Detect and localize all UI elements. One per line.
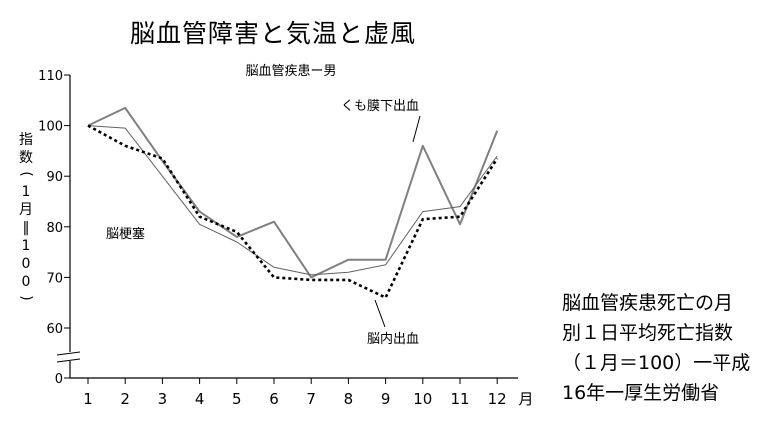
- y-axis-label-char: ‖: [23, 220, 30, 236]
- x-tick-label: 8: [344, 390, 354, 408]
- x-tick-label: 2: [120, 390, 130, 408]
- series-label-leader: [374, 299, 386, 328]
- x-tick-label: 3: [158, 390, 168, 408]
- y-tick-label: 100: [38, 120, 63, 135]
- series-line: [87, 106, 499, 279]
- y-tick-label: 80: [46, 221, 63, 236]
- y-tick-label: 60: [46, 322, 63, 337]
- series-line: [87, 125, 498, 276]
- series-label: 脳内出血: [367, 331, 419, 347]
- note-line-4: 16年一厚生労働省: [562, 382, 720, 404]
- y-tick-label: 110: [38, 69, 63, 84]
- y-axis-label-char: 0: [22, 256, 31, 272]
- y-tick-label: 0: [55, 372, 63, 387]
- x-unit-label: 月: [518, 390, 533, 408]
- series-label: 脳梗塞: [106, 226, 145, 242]
- y-axis-label-char: (: [18, 171, 34, 176]
- y-axis-label-char: 数: [19, 150, 33, 166]
- x-tick-label: 11: [450, 390, 469, 408]
- note-line-2: 別１日平均死亡指数: [562, 322, 734, 344]
- x-tick-label: 12: [488, 390, 507, 408]
- chart-title: 脳血管疾患ー男: [245, 64, 336, 79]
- y-axis-label-char: ): [18, 295, 34, 300]
- y-axis-label-char: 0: [22, 274, 31, 290]
- series-label: くも膜下出血: [341, 99, 419, 114]
- note-line-3: （１月＝100）一平成: [562, 352, 751, 374]
- x-tick-label: 4: [195, 390, 205, 408]
- axis-break-mark: [56, 358, 81, 363]
- x-tick-label: 10: [413, 390, 432, 408]
- y-axis-label-char: 指: [19, 132, 33, 148]
- main-title: 脳血管障害と気温と虚風: [130, 19, 417, 48]
- y-tick-label: 70: [46, 271, 63, 286]
- x-tick-label: 7: [306, 390, 316, 408]
- source-note: 脳血管疾患死亡の月 別１日平均死亡指数 （１月＝100）一平成 16年一厚生労働…: [562, 288, 750, 408]
- x-tick-label: 1: [83, 390, 93, 408]
- series-line: [87, 124, 499, 299]
- x-tick-label: 6: [269, 390, 279, 408]
- y-axis-label-char: 月: [19, 202, 33, 218]
- x-tick-label: 9: [381, 390, 391, 408]
- y-tick-label: 90: [46, 170, 63, 185]
- note-line-1: 脳血管疾患死亡の月: [562, 292, 734, 314]
- x-tick-label: 5: [232, 390, 242, 408]
- axis-break-mark: [56, 351, 81, 356]
- series-label-leader: [412, 115, 421, 143]
- y-axis-label-char: 1: [22, 184, 31, 200]
- y-axis-label-char: 1: [22, 238, 31, 254]
